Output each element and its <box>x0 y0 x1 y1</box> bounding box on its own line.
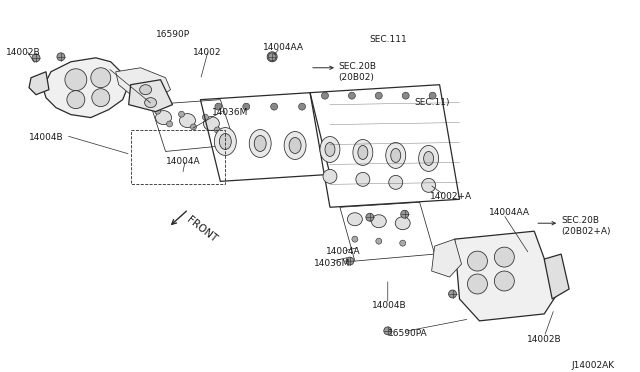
Ellipse shape <box>145 98 157 108</box>
Ellipse shape <box>249 129 271 157</box>
Circle shape <box>57 53 65 61</box>
Ellipse shape <box>204 116 220 131</box>
Text: 14002B: 14002B <box>527 335 562 344</box>
Text: SEC.20B: SEC.20B <box>561 216 599 225</box>
Circle shape <box>179 111 184 117</box>
Bar <box>131 129 225 185</box>
Circle shape <box>366 213 374 221</box>
Ellipse shape <box>140 85 152 94</box>
Text: (20B02): (20B02) <box>338 73 374 82</box>
Ellipse shape <box>386 142 406 169</box>
Text: 14002: 14002 <box>193 48 222 57</box>
Circle shape <box>271 103 278 110</box>
Ellipse shape <box>214 128 236 155</box>
Ellipse shape <box>325 142 335 157</box>
Circle shape <box>375 92 382 99</box>
Text: 16590PA: 16590PA <box>388 329 428 338</box>
Text: 14004AA: 14004AA <box>490 208 531 217</box>
Circle shape <box>299 103 305 110</box>
Text: 16590P: 16590P <box>156 30 189 39</box>
Circle shape <box>215 103 222 110</box>
Ellipse shape <box>391 148 401 163</box>
Circle shape <box>384 327 392 335</box>
Ellipse shape <box>348 213 362 226</box>
Circle shape <box>243 103 250 110</box>
Polygon shape <box>43 58 129 118</box>
Text: 14036M: 14036M <box>212 108 249 117</box>
Circle shape <box>422 179 436 192</box>
Circle shape <box>323 169 337 183</box>
Ellipse shape <box>358 145 368 160</box>
Circle shape <box>267 52 277 62</box>
Circle shape <box>467 274 488 294</box>
Circle shape <box>92 89 109 107</box>
Polygon shape <box>129 80 173 112</box>
Text: J14002AK: J14002AK <box>571 361 614 370</box>
Text: 14004AA: 14004AA <box>263 43 304 52</box>
Ellipse shape <box>179 113 195 128</box>
Circle shape <box>429 92 436 99</box>
Circle shape <box>166 121 173 127</box>
Text: 14004B: 14004B <box>29 132 63 141</box>
Polygon shape <box>454 231 557 321</box>
Circle shape <box>191 124 196 130</box>
Text: 14004A: 14004A <box>166 157 200 166</box>
Text: 14004A: 14004A <box>326 247 360 256</box>
Ellipse shape <box>284 132 306 160</box>
Circle shape <box>402 92 409 99</box>
Ellipse shape <box>156 110 172 125</box>
Ellipse shape <box>254 135 266 151</box>
Circle shape <box>67 91 85 109</box>
Text: SEC.111: SEC.111 <box>370 35 408 44</box>
Circle shape <box>388 175 403 189</box>
Polygon shape <box>116 68 170 100</box>
Text: 14002B: 14002B <box>6 48 41 57</box>
Circle shape <box>449 290 456 298</box>
Circle shape <box>494 247 515 267</box>
Circle shape <box>91 68 111 88</box>
Circle shape <box>214 127 220 133</box>
Ellipse shape <box>220 134 231 150</box>
Ellipse shape <box>424 151 434 166</box>
Text: SEC.11): SEC.11) <box>415 98 450 107</box>
Text: (20B02+A): (20B02+A) <box>561 227 611 236</box>
Ellipse shape <box>419 145 438 171</box>
Circle shape <box>352 236 358 242</box>
Ellipse shape <box>353 140 373 166</box>
Ellipse shape <box>396 217 410 230</box>
Polygon shape <box>29 72 49 94</box>
Circle shape <box>467 251 488 271</box>
Circle shape <box>268 53 276 61</box>
Circle shape <box>65 69 87 91</box>
Polygon shape <box>431 239 461 277</box>
Text: SEC.20B: SEC.20B <box>338 62 376 71</box>
Text: 14002+A: 14002+A <box>429 192 472 201</box>
Circle shape <box>346 257 354 265</box>
Circle shape <box>202 114 209 120</box>
Circle shape <box>494 271 515 291</box>
Ellipse shape <box>320 137 340 163</box>
Text: FRONT: FRONT <box>184 214 218 244</box>
Circle shape <box>356 172 370 186</box>
Circle shape <box>321 92 328 99</box>
Ellipse shape <box>371 215 387 228</box>
Circle shape <box>401 210 409 218</box>
Text: 14004B: 14004B <box>372 301 406 310</box>
Circle shape <box>376 238 382 244</box>
Circle shape <box>155 108 161 114</box>
Polygon shape <box>544 254 569 299</box>
Text: 14036M: 14036M <box>314 259 350 268</box>
Circle shape <box>32 54 40 62</box>
Ellipse shape <box>289 138 301 154</box>
Circle shape <box>348 92 355 99</box>
Circle shape <box>400 240 406 246</box>
